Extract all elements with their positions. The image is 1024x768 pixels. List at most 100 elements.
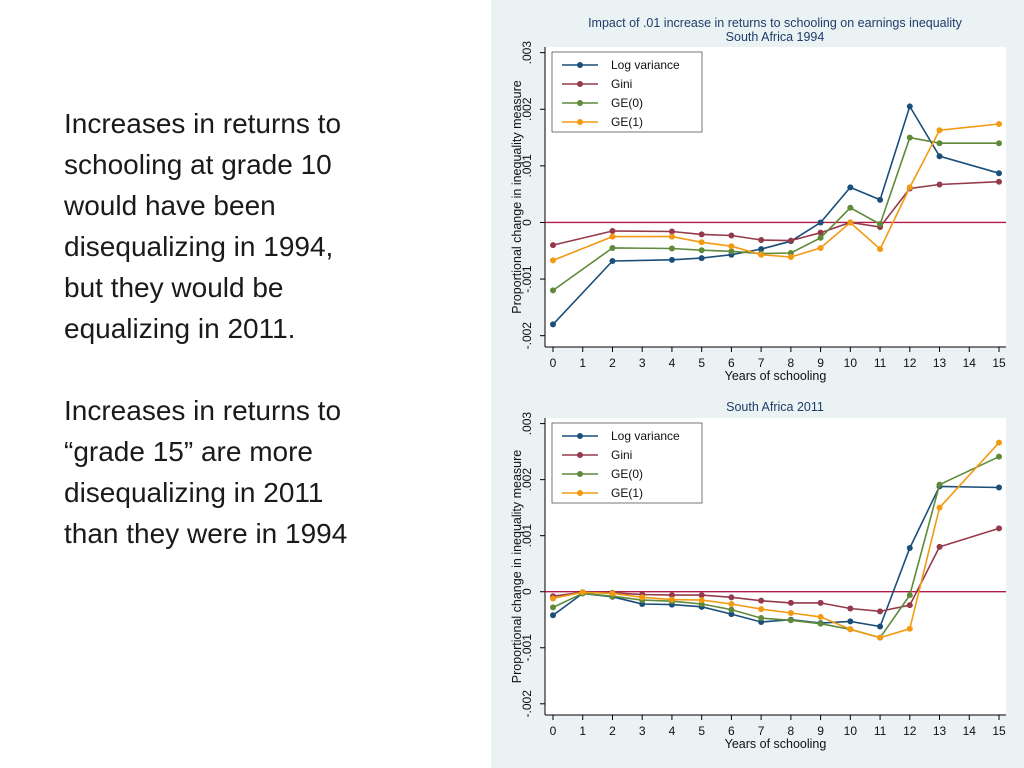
point-gini: [996, 178, 1002, 185]
point-ge-0: [728, 606, 735, 613]
x-tick-label: 5: [698, 724, 705, 738]
y-tick-label: -.002: [520, 322, 534, 350]
point-log-variance: [817, 219, 824, 226]
point-log-variance: [877, 623, 884, 630]
chart-panel: Impact of .01 increase in returns to sch…: [491, 0, 1024, 768]
legend-label-ge-1: GE(1): [611, 486, 643, 500]
point-gini: [668, 228, 675, 235]
point-ge-1: [787, 254, 794, 260]
point-gini: [906, 602, 913, 609]
x-tick-label: 15: [992, 356, 1006, 370]
point-log-variance: [847, 184, 854, 191]
legend-label-log-variance: Log variance: [611, 58, 680, 72]
chart-subtitle: South Africa 1994: [726, 30, 825, 44]
point-ge-1: [609, 233, 616, 240]
point-ge-0: [609, 244, 616, 251]
y-tick-label: .001: [520, 524, 534, 548]
x-tick-label: 0: [550, 356, 557, 370]
point-ge-1: [847, 626, 854, 633]
x-tick-label: 15: [992, 724, 1006, 738]
y-tick-label: .002: [520, 97, 534, 121]
point-log-variance: [609, 257, 616, 264]
point-log-variance: [996, 170, 1002, 177]
x-tick-label: 6: [728, 356, 735, 370]
x-tick-label: 1: [579, 724, 586, 738]
legend-label-log-variance: Log variance: [611, 429, 680, 443]
point-ge-1: [668, 233, 675, 240]
legend-label-ge-0: GE(0): [611, 467, 643, 481]
point-ge-1: [787, 610, 794, 617]
point-gini: [758, 237, 765, 244]
point-log-variance: [550, 612, 556, 619]
legend-marker-ge-1: [577, 490, 583, 496]
x-tick-label: 3: [639, 724, 646, 738]
x-tick-label: 12: [903, 356, 917, 370]
y-tick-label: .003: [520, 412, 534, 436]
point-ge-1: [877, 246, 884, 253]
y-axis-label: Proportional change in inequality measur…: [510, 450, 524, 684]
point-ge-1: [579, 589, 586, 596]
point-gini: [817, 229, 824, 236]
point-gini: [936, 543, 943, 550]
x-axis-label: Years of schooling: [725, 369, 827, 383]
point-ge-1: [668, 596, 675, 603]
point-log-variance: [550, 321, 556, 328]
point-ge-0: [847, 204, 854, 211]
point-ge-1: [936, 127, 943, 134]
y-tick-label: -.002: [520, 690, 534, 718]
x-tick-label: 4: [669, 724, 676, 738]
y-tick-label: .001: [520, 154, 534, 178]
point-ge-1: [758, 251, 765, 258]
point-log-variance: [936, 153, 943, 160]
point-log-variance: [996, 484, 1002, 491]
chart-title: Impact of .01 increase in returns to sch…: [588, 16, 963, 30]
point-ge-0: [936, 140, 943, 147]
legend-label-gini: Gini: [611, 77, 632, 91]
x-tick-label: 11: [874, 356, 887, 370]
point-ge-1: [817, 244, 824, 251]
point-ge-1: [996, 439, 1002, 446]
point-log-variance: [758, 246, 765, 253]
point-log-variance: [698, 255, 705, 262]
legend-marker-log-variance: [577, 62, 583, 68]
point-ge-1: [609, 590, 616, 597]
x-tick-label: 8: [788, 724, 795, 738]
x-tick-label: 5: [698, 356, 705, 370]
point-gini: [847, 605, 854, 612]
point-gini: [936, 181, 943, 188]
point-ge-1: [877, 634, 884, 641]
chart-1994: Impact of .01 increase in returns to sch…: [510, 16, 1006, 383]
x-tick-label: 2: [609, 356, 616, 370]
point-ge-1: [639, 594, 646, 601]
x-tick-label: 14: [963, 724, 977, 738]
x-tick-label: 10: [844, 724, 858, 738]
x-tick-label: 14: [963, 356, 977, 370]
point-ge-1: [698, 239, 705, 246]
point-log-variance: [728, 611, 735, 618]
legend-label-ge-0: GE(0): [611, 96, 643, 110]
point-gini: [787, 599, 794, 606]
legend-marker-gini: [577, 81, 583, 87]
point-log-variance: [877, 196, 884, 203]
legend-label-gini: Gini: [611, 448, 632, 462]
point-ge-1: [906, 184, 913, 191]
y-axis-label: Proportional change in inequality measur…: [510, 80, 524, 314]
point-ge-0: [668, 245, 675, 252]
point-ge-0: [906, 592, 913, 599]
y-tick-label: -.001: [520, 265, 534, 293]
y-tick-label: .003: [520, 41, 534, 65]
point-ge-1: [817, 613, 824, 620]
point-gini: [698, 231, 705, 238]
point-ge-1: [758, 606, 765, 613]
point-ge-1: [698, 597, 705, 604]
point-ge-0: [758, 615, 765, 622]
chart-2011: South Africa 2011 -.002 -.001 0 .001 .002 .003…: [510, 400, 1006, 751]
x-tick-label: 4: [669, 356, 676, 370]
point-ge-1: [728, 243, 735, 250]
x-tick-label: 11: [874, 724, 887, 738]
point-ge-1: [550, 257, 556, 264]
x-tick-label: 10: [844, 356, 858, 370]
legend-marker-gini: [577, 452, 583, 458]
x-tick-label: 9: [817, 724, 824, 738]
point-ge-0: [936, 481, 943, 488]
